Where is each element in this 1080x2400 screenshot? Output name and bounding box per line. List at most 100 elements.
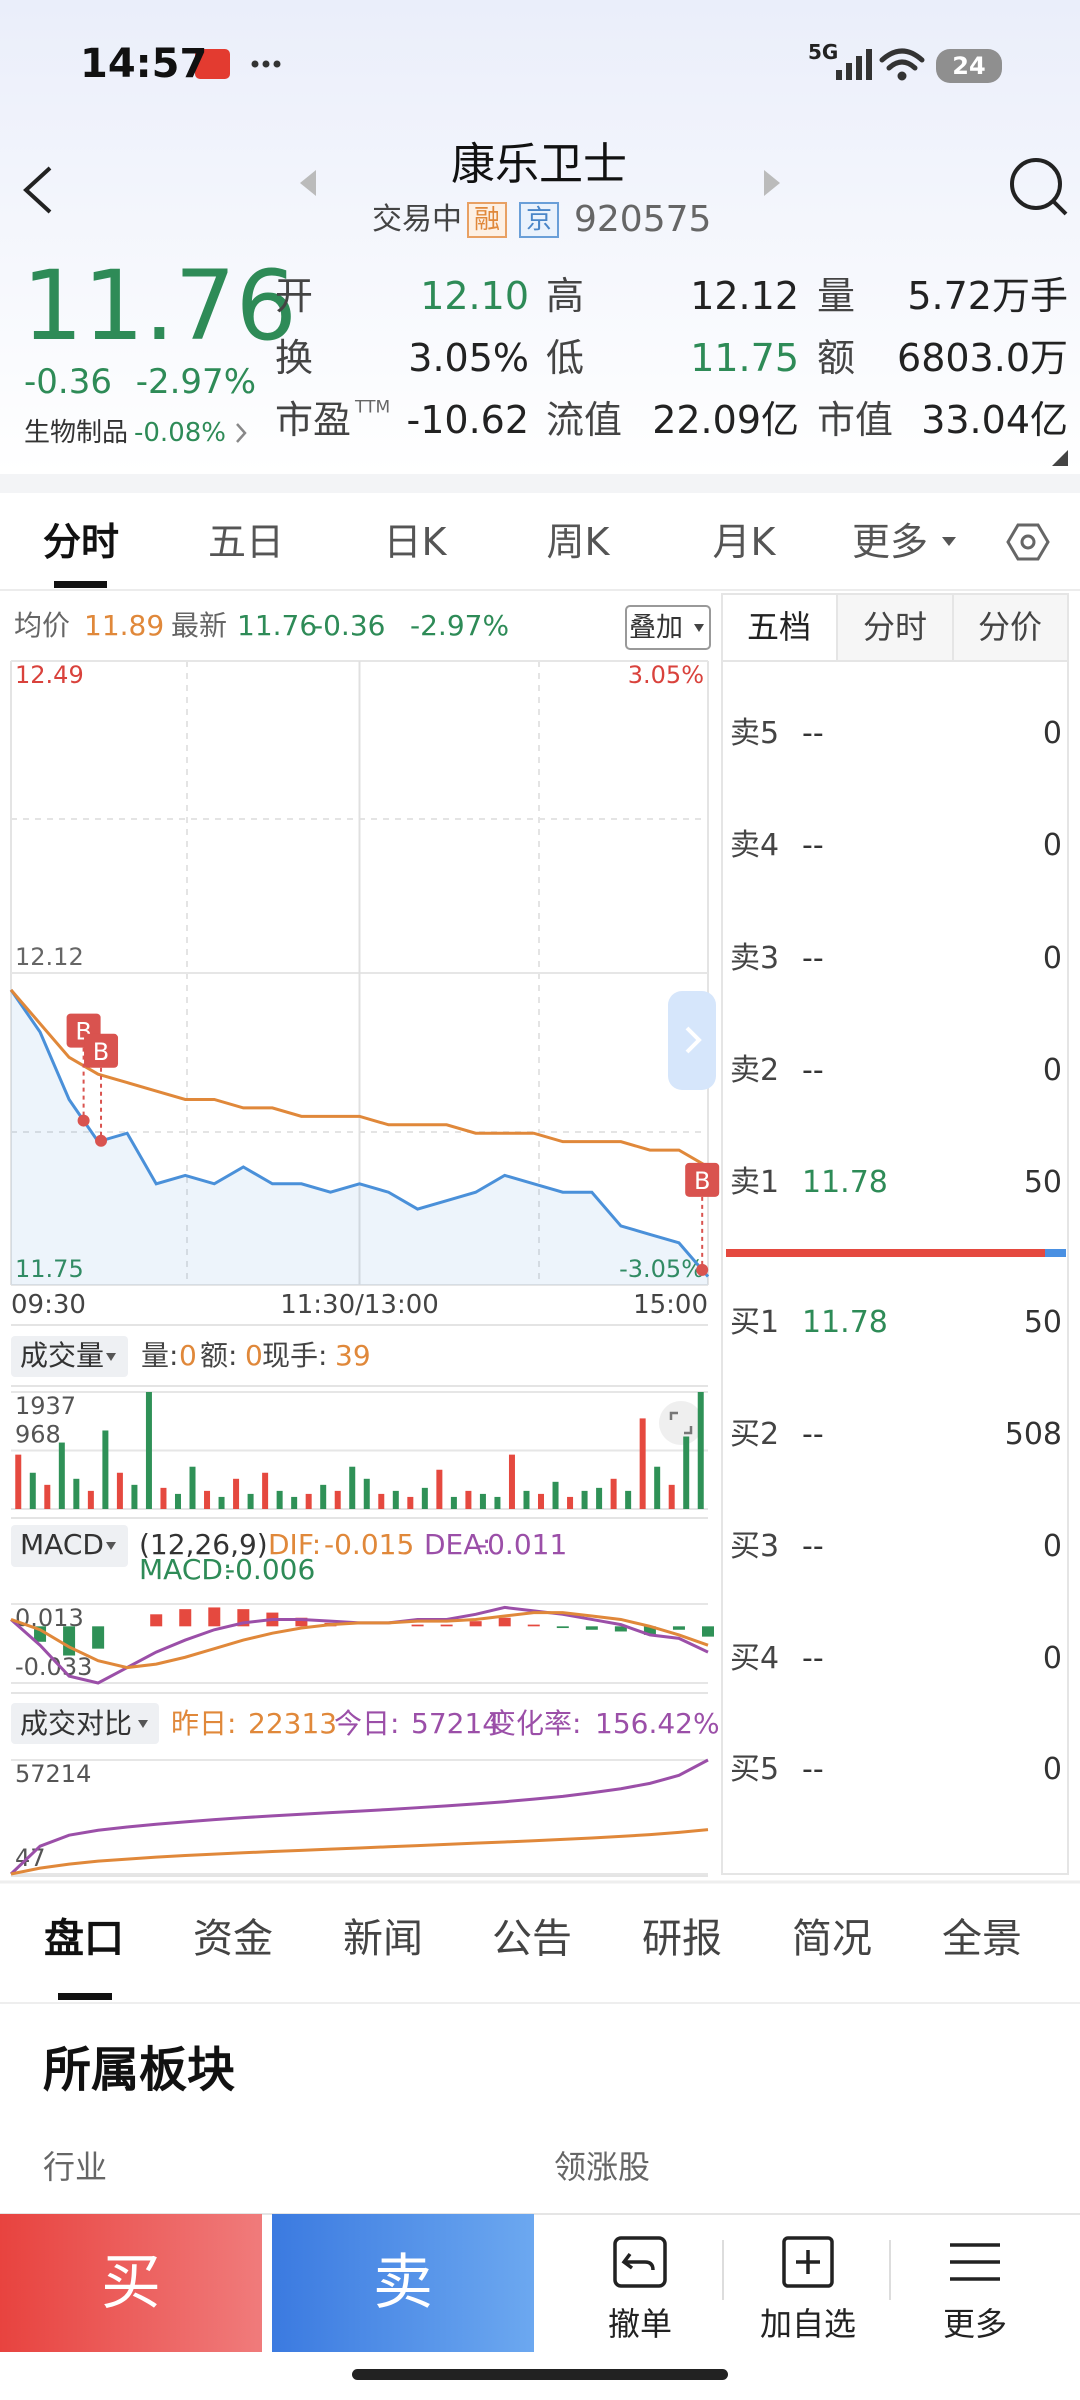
prev-stock[interactable] — [300, 170, 316, 196]
order-price: -- — [802, 828, 824, 863]
volume-bar — [320, 1484, 327, 1509]
order-book-tab[interactable]: 五档 — [746, 608, 812, 646]
order-volume: 0 — [1042, 1752, 1062, 1787]
price-change: -0.36 — [24, 362, 112, 402]
tab[interactable]: 更多 — [851, 520, 929, 564]
action-label[interactable]: 加自选 — [759, 2305, 857, 2343]
bottom-tab[interactable]: 新闻 — [343, 1916, 423, 1962]
legend-value: -0.011 — [477, 1528, 568, 1561]
volume-bar — [581, 1490, 588, 1509]
watchlist-icon[interactable] — [782, 2236, 834, 2288]
order-level: 买5 — [730, 1752, 780, 1787]
line — [10, 1611, 709, 1670]
next-stock[interactable] — [764, 170, 780, 196]
volume-bar — [131, 1484, 138, 1509]
volume-bar — [523, 1490, 530, 1509]
sell-button[interactable] — [272, 2214, 534, 2352]
volume-bar — [625, 1490, 632, 1509]
volume-bar — [668, 1484, 675, 1509]
stock-code: 920575 — [574, 199, 712, 240]
action-label[interactable]: 更多 — [942, 2305, 1008, 2343]
tag: 融 — [473, 205, 501, 235]
expand-corner[interactable] — [1052, 450, 1068, 466]
indicator-button[interactable] — [11, 1703, 159, 1744]
order-level: 卖1 — [730, 1165, 780, 1200]
macd-bar — [556, 1626, 569, 1629]
buy-button[interactable] — [0, 2214, 262, 2352]
side-expand-arrow — [685, 1026, 702, 1054]
stat-value: 12.12 — [690, 274, 799, 318]
order-level: 买4 — [730, 1641, 780, 1676]
macd-bar — [702, 1626, 714, 1637]
bottom-tab[interactable]: 盘口 — [44, 1916, 124, 1962]
overlay-button[interactable] — [625, 605, 711, 650]
bottom-tab[interactable]: 研报 — [642, 1916, 722, 1962]
bottom-tab[interactable]: 公告 — [492, 1916, 572, 1962]
tab[interactable]: 周K — [546, 520, 610, 564]
legend-label: 量: — [141, 1339, 179, 1372]
line — [9, 989, 710, 1278]
volume-bar — [552, 1481, 559, 1509]
home-indicator — [352, 2369, 728, 2380]
volume-bar — [567, 1496, 574, 1509]
overlay-button-label[interactable]: 叠加 — [629, 612, 683, 644]
y-tick-label: 12.12 — [15, 943, 84, 971]
cancel-icon[interactable] — [613, 2236, 667, 2288]
tab[interactable]: 月K — [712, 520, 776, 564]
price-change-pct: -2.97% — [135, 362, 256, 402]
order-volume: 0 — [1042, 716, 1062, 751]
order-volume: 0 — [1042, 1641, 1062, 1676]
dropdown-arrow — [942, 537, 956, 546]
indicator-button[interactable] — [11, 1336, 128, 1377]
tab[interactable]: 日K — [383, 520, 447, 564]
fullscreen-icon — [669, 1411, 693, 1435]
order-price: -- — [802, 1641, 824, 1676]
more-icon[interactable] — [950, 2243, 1000, 2281]
order-level: 卖2 — [730, 1053, 780, 1088]
tab[interactable]: 分时 — [42, 520, 120, 564]
macd-bar — [469, 1621, 482, 1627]
indicator-name[interactable]: 成交量 — [20, 1339, 105, 1372]
order-price: -- — [802, 716, 824, 751]
order-book-frame — [721, 593, 1069, 1875]
order-volume: 508 — [1004, 1417, 1062, 1452]
macd-bar — [498, 1617, 511, 1627]
trade-status: 交易中 — [372, 202, 462, 237]
bottom-tab[interactable]: 简况 — [792, 1916, 872, 1962]
back-button[interactable] — [23, 166, 52, 214]
legend-value: -0.36 — [313, 609, 386, 642]
separator — [0, 474, 1080, 493]
sector-arrow[interactable] — [236, 423, 247, 443]
legend-label: DIF: — [268, 1528, 322, 1561]
fullscreen-button[interactable] — [659, 1401, 703, 1445]
stat-value: 5.72万手 — [907, 274, 1068, 318]
legend-label: 今日: — [334, 1707, 400, 1740]
volume-bar — [378, 1493, 385, 1509]
settings-button[interactable] — [1006, 523, 1050, 561]
action-label[interactable]: 撤单 — [607, 2305, 673, 2343]
volume-bar — [15, 1454, 22, 1509]
legend-label: 均价 — [14, 609, 71, 642]
order-book-tab[interactable]: 分时 — [862, 608, 928, 646]
bottom-tab[interactable]: 资金 — [193, 1916, 273, 1962]
buy-label[interactable]: 买 — [101, 2248, 161, 2318]
sell-label[interactable]: 卖 — [373, 2248, 433, 2318]
indicator-name[interactable]: 成交对比 — [20, 1707, 133, 1740]
tab[interactable]: 五日 — [207, 520, 285, 564]
search-button[interactable] — [1010, 158, 1068, 216]
line — [10, 1828, 709, 1876]
line — [9, 988, 709, 1169]
side-expand[interactable] — [668, 991, 716, 1090]
volume-bar — [145, 1392, 152, 1509]
indicator-button[interactable] — [11, 1525, 128, 1567]
volume-bar — [58, 1442, 65, 1509]
indicator-name[interactable]: MACD — [20, 1528, 104, 1561]
bottom-tab[interactable]: 全景 — [942, 1916, 1022, 1962]
stat-label: 开 — [275, 274, 314, 318]
y2-tick-label: 3.05% — [628, 661, 704, 689]
volume-bar — [596, 1487, 603, 1509]
order-volume: 0 — [1042, 941, 1062, 976]
stock-name: 康乐卫士 — [451, 139, 627, 190]
order-book-tab[interactable]: 分价 — [977, 608, 1043, 646]
stat-value: 33.04亿 — [921, 398, 1068, 442]
